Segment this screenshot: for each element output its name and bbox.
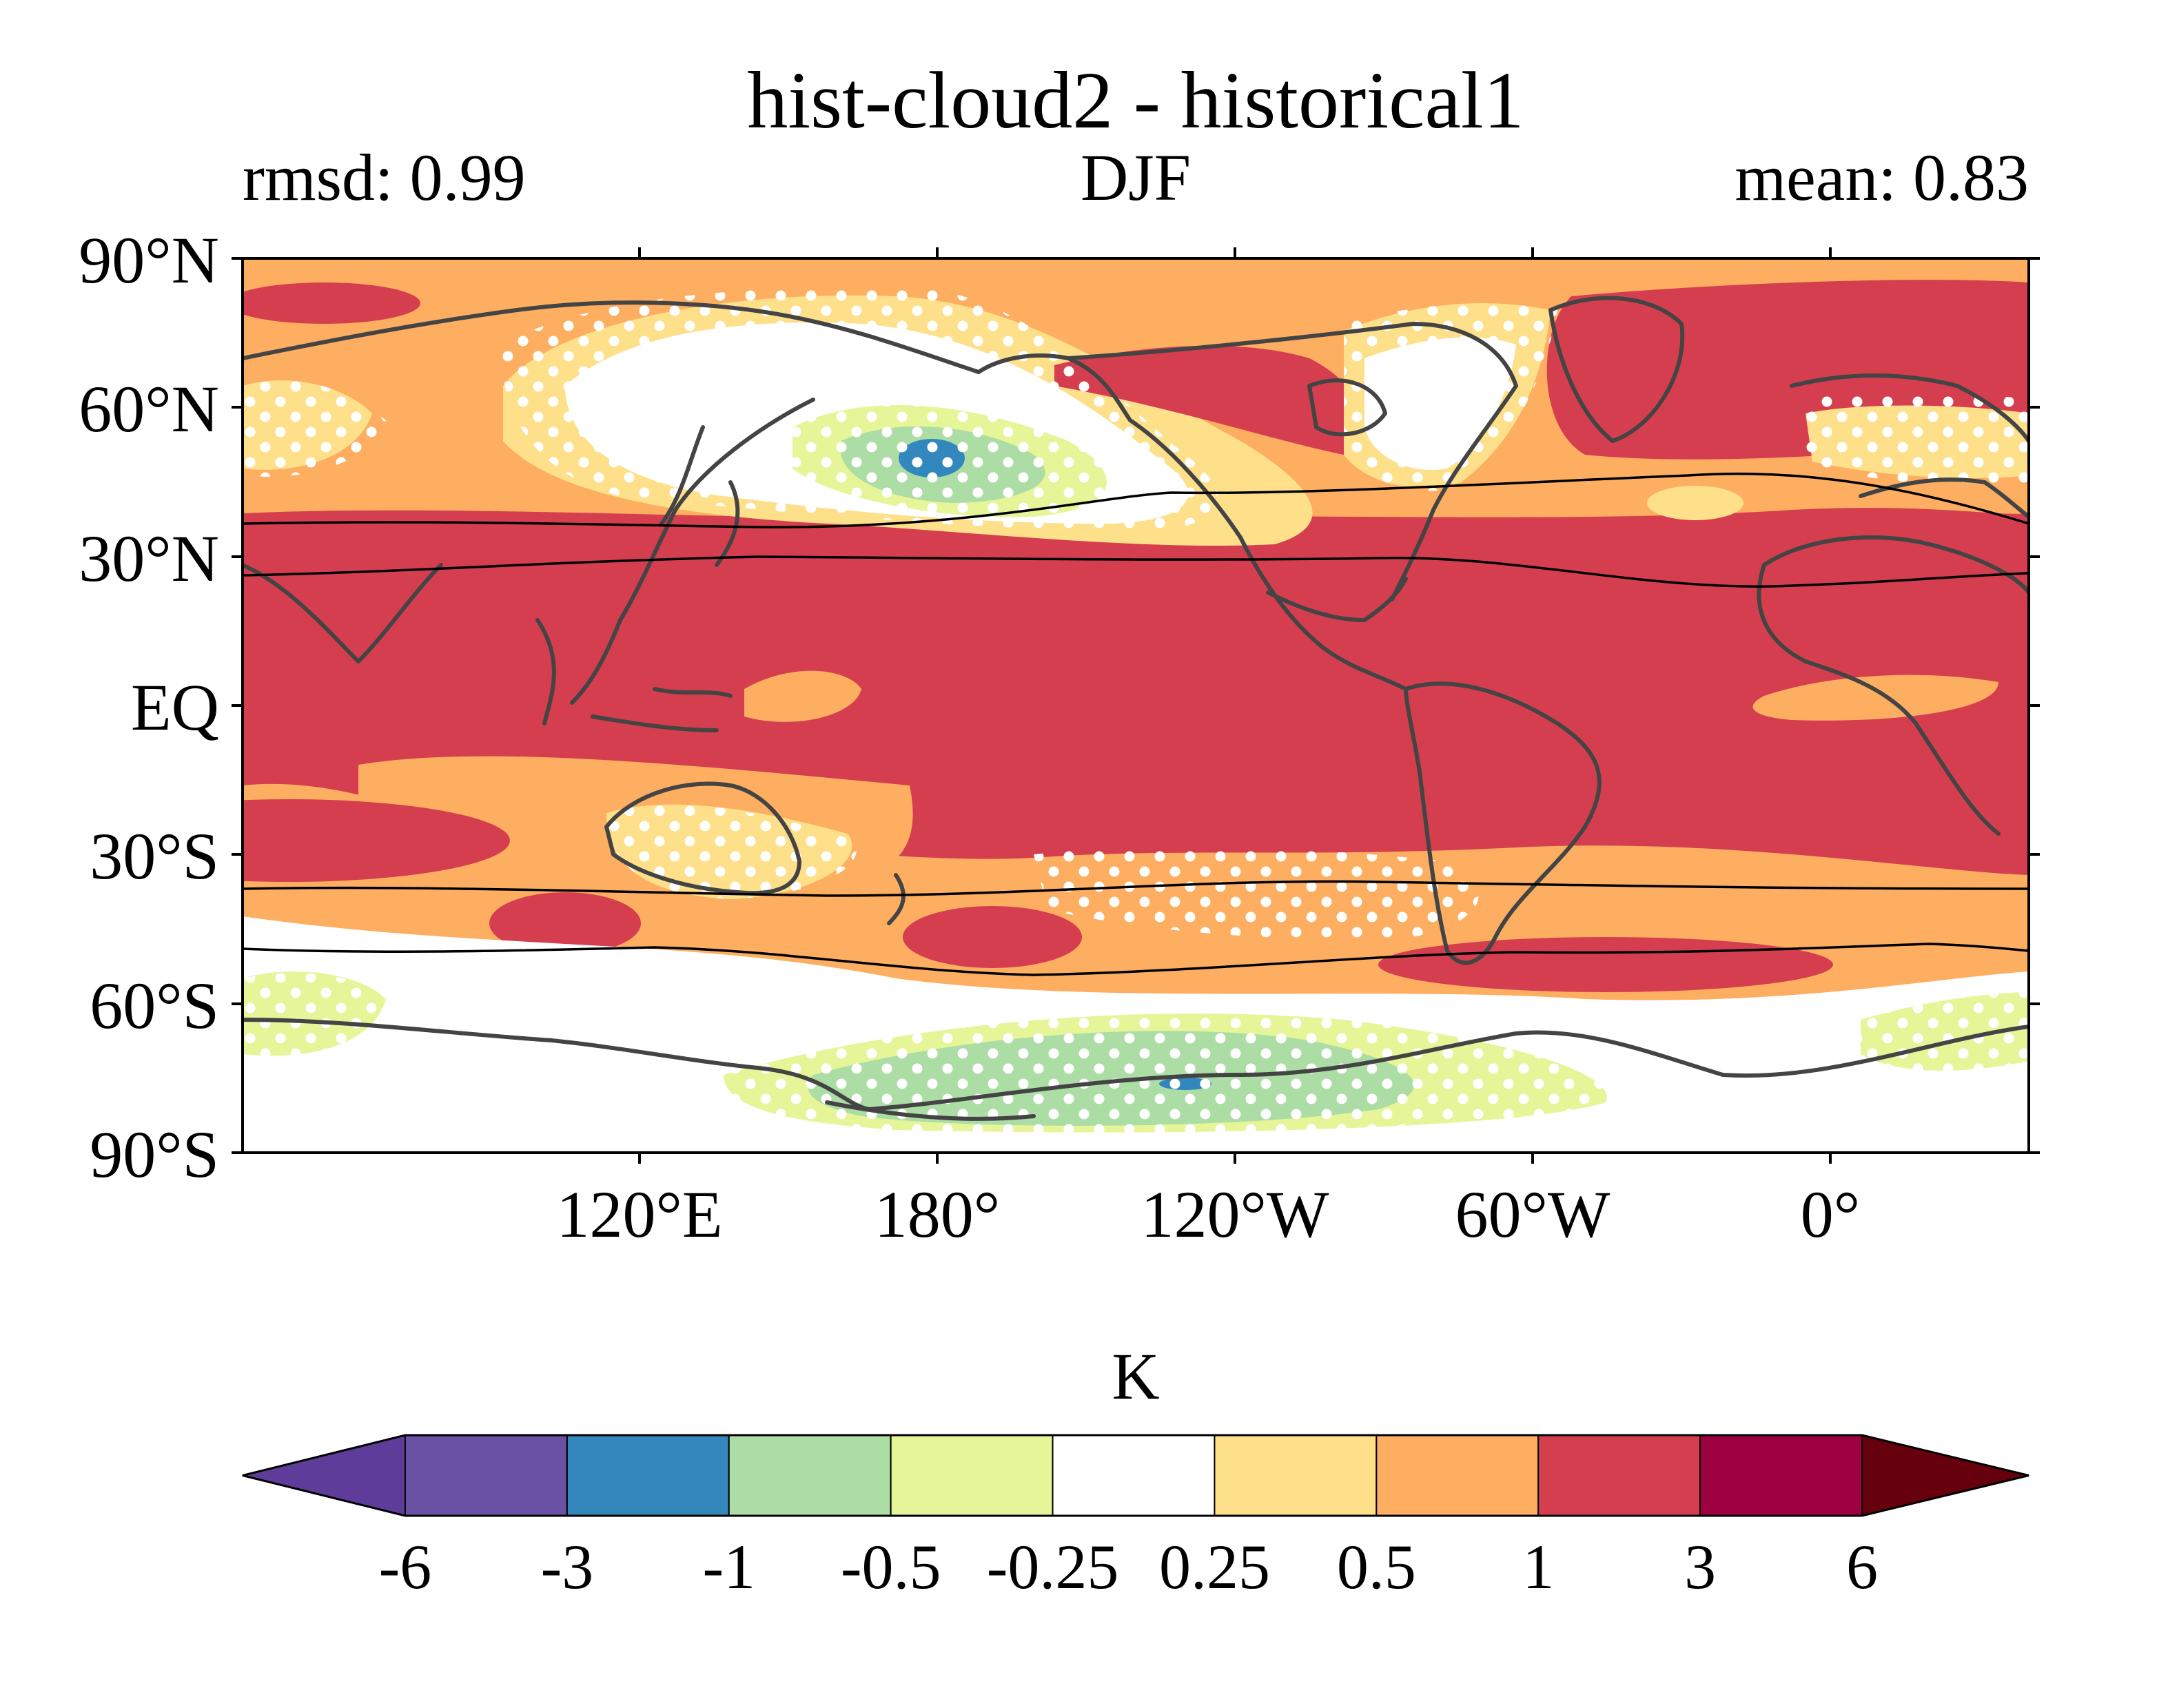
region-n-america-red	[1054, 345, 1360, 455]
ytick-label: 30°N	[79, 522, 219, 595]
stippling	[243, 287, 2029, 1141]
colorbar-ticks: -6 -3 -1 -0.5 -0.25 0.25 0.5 1 3 6	[379, 1532, 1878, 1602]
map-panel	[243, 258, 2029, 1153]
colorbar-swatch	[566, 1434, 730, 1516]
colorbar-swatch	[1052, 1434, 1216, 1516]
colorbar-tick-label: -3	[541, 1532, 594, 1602]
region-s-indian-red	[489, 892, 641, 954]
region-wpac-orange	[744, 670, 861, 722]
colorbar-outline	[242, 1434, 2029, 1517]
colorbar-extend-high	[1861, 1434, 2029, 1517]
colorbar-tick-label: -0.25	[987, 1532, 1119, 1602]
colorbar-swatch	[728, 1434, 892, 1516]
coastlines	[243, 296, 2029, 1121]
rmsd-label: rmsd: 0.99	[243, 141, 526, 214]
colorbar-tick-label: 0.25	[1159, 1532, 1270, 1602]
colorbar	[242, 1434, 2029, 1517]
season-label: DJF	[1081, 141, 1191, 214]
ytick-label: EQ	[131, 670, 219, 744]
colorbar-label: K	[1112, 1339, 1159, 1413]
colorbar-tick-label: -6	[379, 1532, 432, 1602]
colorbar-swatch	[1376, 1434, 1540, 1516]
mean-label: mean: 0.83	[1735, 141, 2029, 214]
ytick-label: 90°N	[79, 223, 219, 297]
colorbar-tick-label: -0.5	[841, 1532, 941, 1602]
colorbar-tick-label: 3	[1684, 1532, 1716, 1602]
region-indian-ocean-red	[243, 799, 510, 882]
colorbar-tick-label: 0.5	[1337, 1532, 1416, 1602]
colorbar-swatch	[1214, 1434, 1378, 1516]
axis-ticks	[232, 247, 2040, 1164]
colorbar-tick-label: -1	[702, 1532, 755, 1602]
xtick-label: 120°W	[1141, 1177, 1329, 1251]
xtick-label: 60°W	[1455, 1177, 1610, 1251]
colorbar-swatch	[405, 1434, 568, 1516]
colorbar-swatch	[1537, 1434, 1701, 1516]
region-s-pacific-red	[903, 906, 1082, 968]
colorbar-extend-low	[242, 1434, 406, 1517]
ytick-label: 60°N	[79, 372, 219, 446]
xtick-label: 120°E	[556, 1177, 722, 1251]
xtick-label: 180°	[875, 1177, 1000, 1251]
plot-title: hist-cloud2 - historical1	[747, 55, 1524, 145]
jet-contours	[243, 472, 2029, 976]
colorbar-swatch	[1699, 1434, 1863, 1516]
region-mid-atlantic-yellow	[1647, 486, 1743, 520]
colorbar-swatch	[890, 1434, 1054, 1516]
xtick-label: 0°	[1801, 1177, 1860, 1251]
colorbar-tick-label: 6	[1846, 1532, 1878, 1602]
ytick-label: 90°S	[90, 1118, 219, 1191]
region-africa-orange	[1752, 675, 1998, 721]
ytick-label: 60°S	[90, 969, 219, 1042]
region-arctic-red-west	[243, 282, 420, 324]
colorbar-tick-label: 1	[1522, 1532, 1554, 1602]
ytick-label: 30°S	[90, 819, 219, 893]
